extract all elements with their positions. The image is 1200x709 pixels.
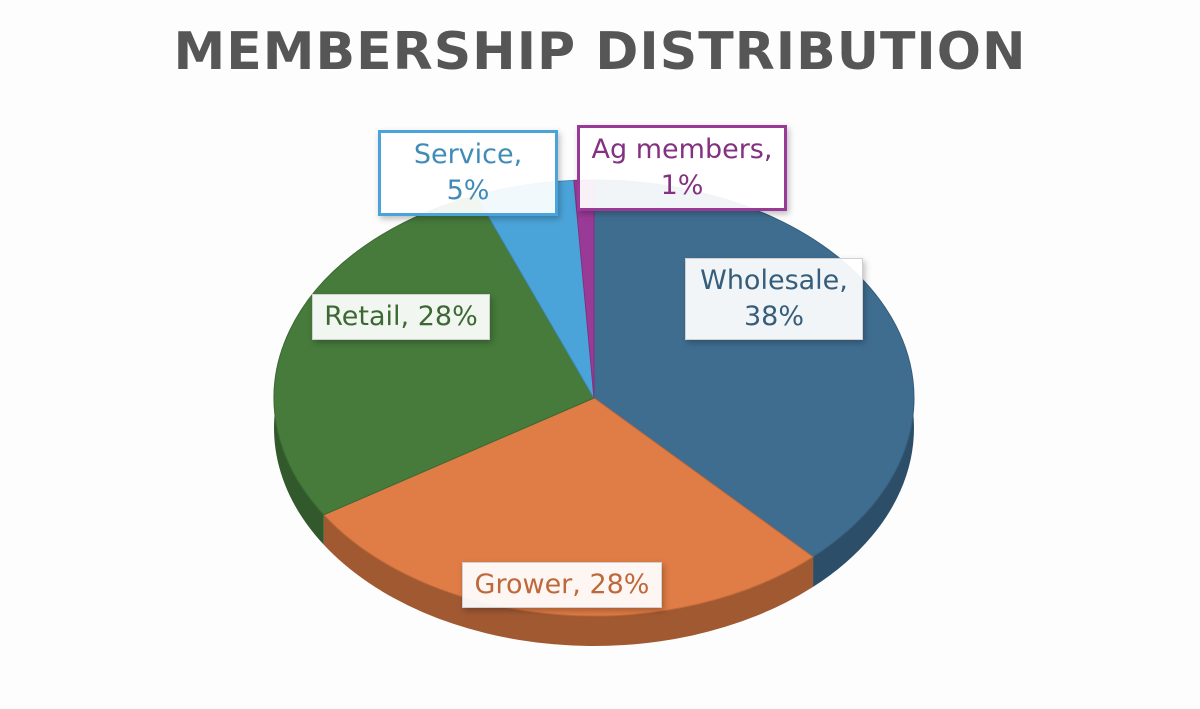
- data-label: Retail, 28%: [312, 294, 490, 340]
- slice: [273, 194, 595, 516]
- data-label: Wholesale, 38%: [685, 258, 863, 340]
- slice: [322, 397, 814, 617]
- data-label: Ag members, 1%: [577, 125, 787, 211]
- data-label: Service, 5%: [378, 130, 558, 216]
- slice-side: [323, 514, 814, 646]
- chart-title: MEMBERSHIP DISTRIBUTION: [173, 22, 1027, 82]
- data-label: Grower, 28%: [462, 562, 662, 608]
